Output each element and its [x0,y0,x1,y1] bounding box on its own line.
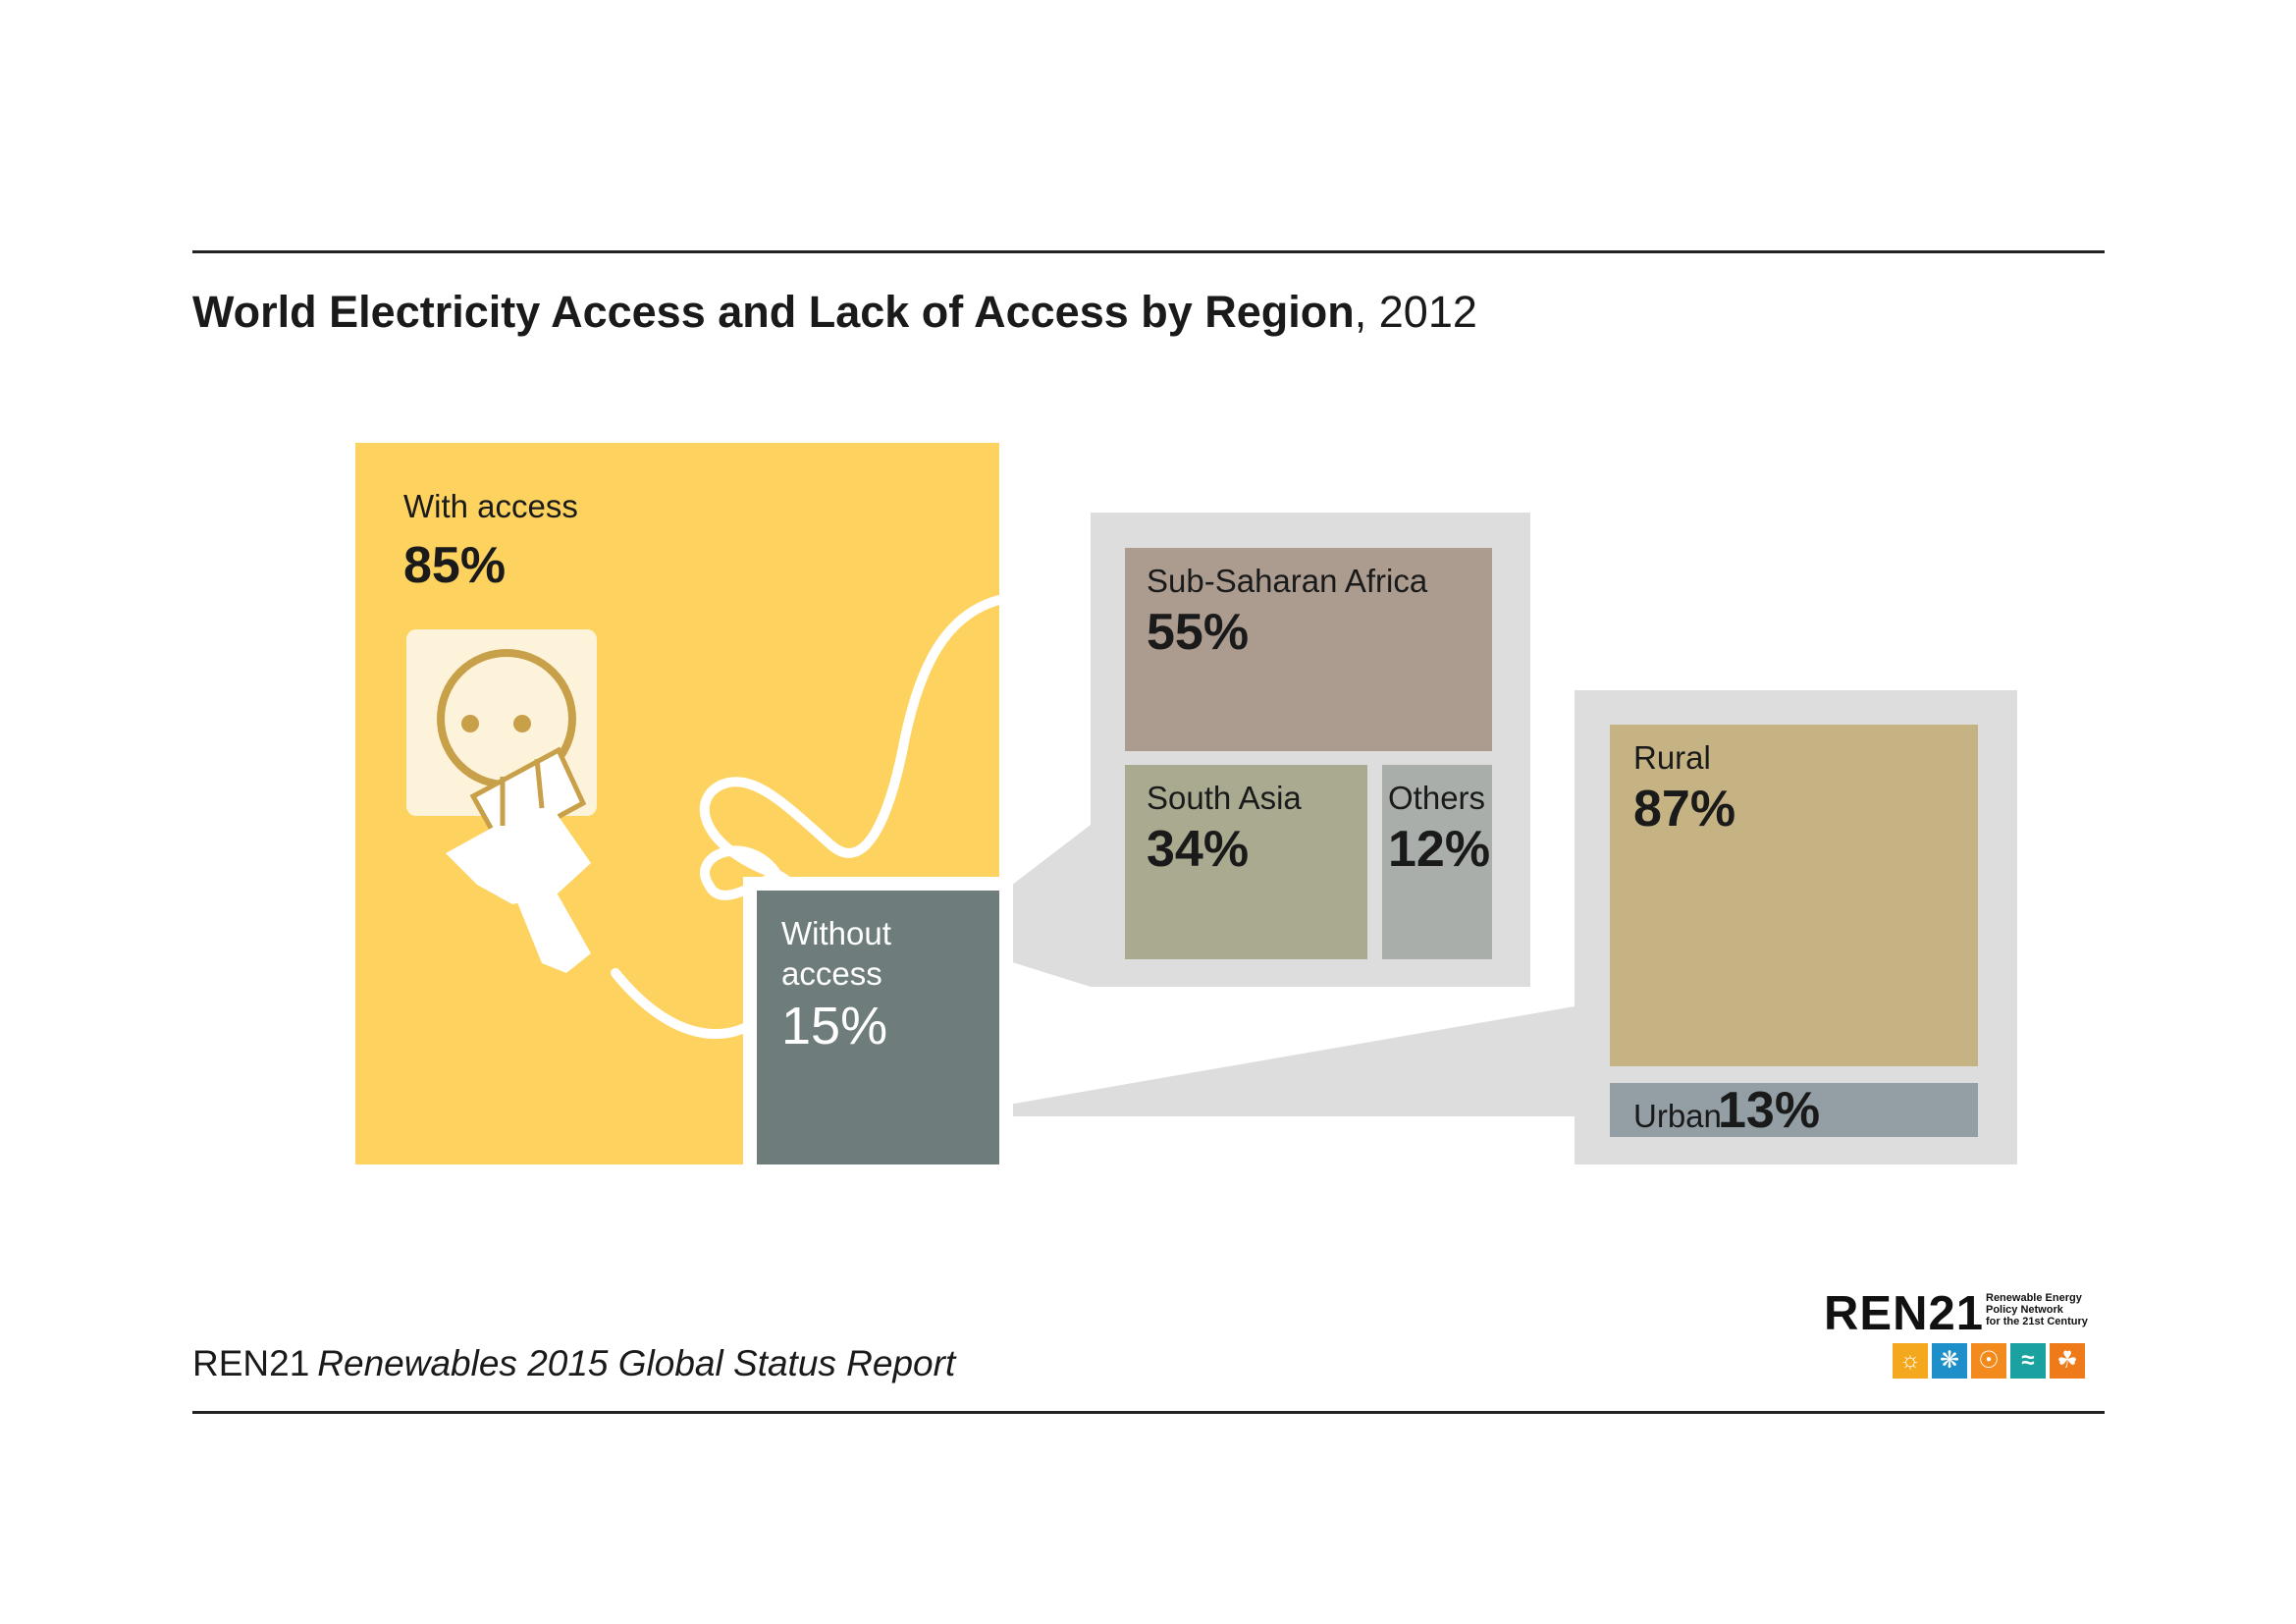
chart-title-year: 2012 [1378,287,1477,337]
wind-turbine-icon: ❋ [1932,1343,1967,1379]
top-rule [192,250,2105,253]
others-tile: Others 12% [1382,765,1492,959]
sun-icon: ☼ [1893,1343,1928,1379]
others-label: Others [1388,780,1486,816]
without-access-label-line1: Without [781,915,891,951]
chart-title: World Electricity Access and Lack of Acc… [192,287,1477,337]
source-citation: REN21 Renewables 2015 Global Status Repor… [192,1343,955,1384]
chart-title-main: World Electricity Access and Lack of Acc… [192,287,1355,337]
rural-label: Rural [1633,739,1711,776]
without-access-label-line2: access [781,955,882,992]
area-callout-wedge [940,1006,1575,1116]
urban-label: Urban [1633,1098,1722,1134]
leaf-icon: ☘ [2050,1343,2085,1379]
south-asia-label: South Asia [1147,780,1302,816]
others-value: 12% [1388,821,1491,878]
without-access-value: 15% [781,997,888,1056]
with-access-label: With access [403,488,578,524]
ren21-logo: REN21 Renewable Energy Policy Network fo… [1824,1287,2118,1379]
plug-illustration [406,595,999,1039]
flame-icon: ☉ [1971,1343,2006,1379]
source-org: REN21 [192,1343,310,1383]
logo-tagline: Renewable Energy Policy Network for the … [1986,1292,2088,1327]
urban-value: 13% [1718,1082,1821,1139]
with-access-value: 85% [403,537,507,594]
plug-icon [446,746,591,973]
logo-wordmark: REN21 [1824,1287,1984,1340]
south-asia-tile: South Asia 34% [1125,765,1367,959]
rural-value: 87% [1633,781,1736,838]
south-asia-value: 34% [1147,821,1250,878]
source-publication: Renewables 2015 Global Status Report [317,1343,956,1383]
bottom-rule [192,1411,2105,1414]
urban-tile: Urban 13% [1610,1082,1978,1139]
water-waves-icon: ≈ [2010,1343,2046,1379]
logo-technology-icons: ☼ ❋ ☉ ≈ ☘ [1893,1343,2085,1379]
sub-saharan-africa-value: 55% [1147,604,1250,661]
without-access-block: Without access 15% [743,877,1013,1178]
rural-tile: Rural 87% [1610,725,1978,1066]
sub-saharan-africa-tile: Sub-Saharan Africa 55% [1125,548,1492,751]
sub-saharan-africa-label: Sub-Saharan Africa [1147,563,1428,599]
